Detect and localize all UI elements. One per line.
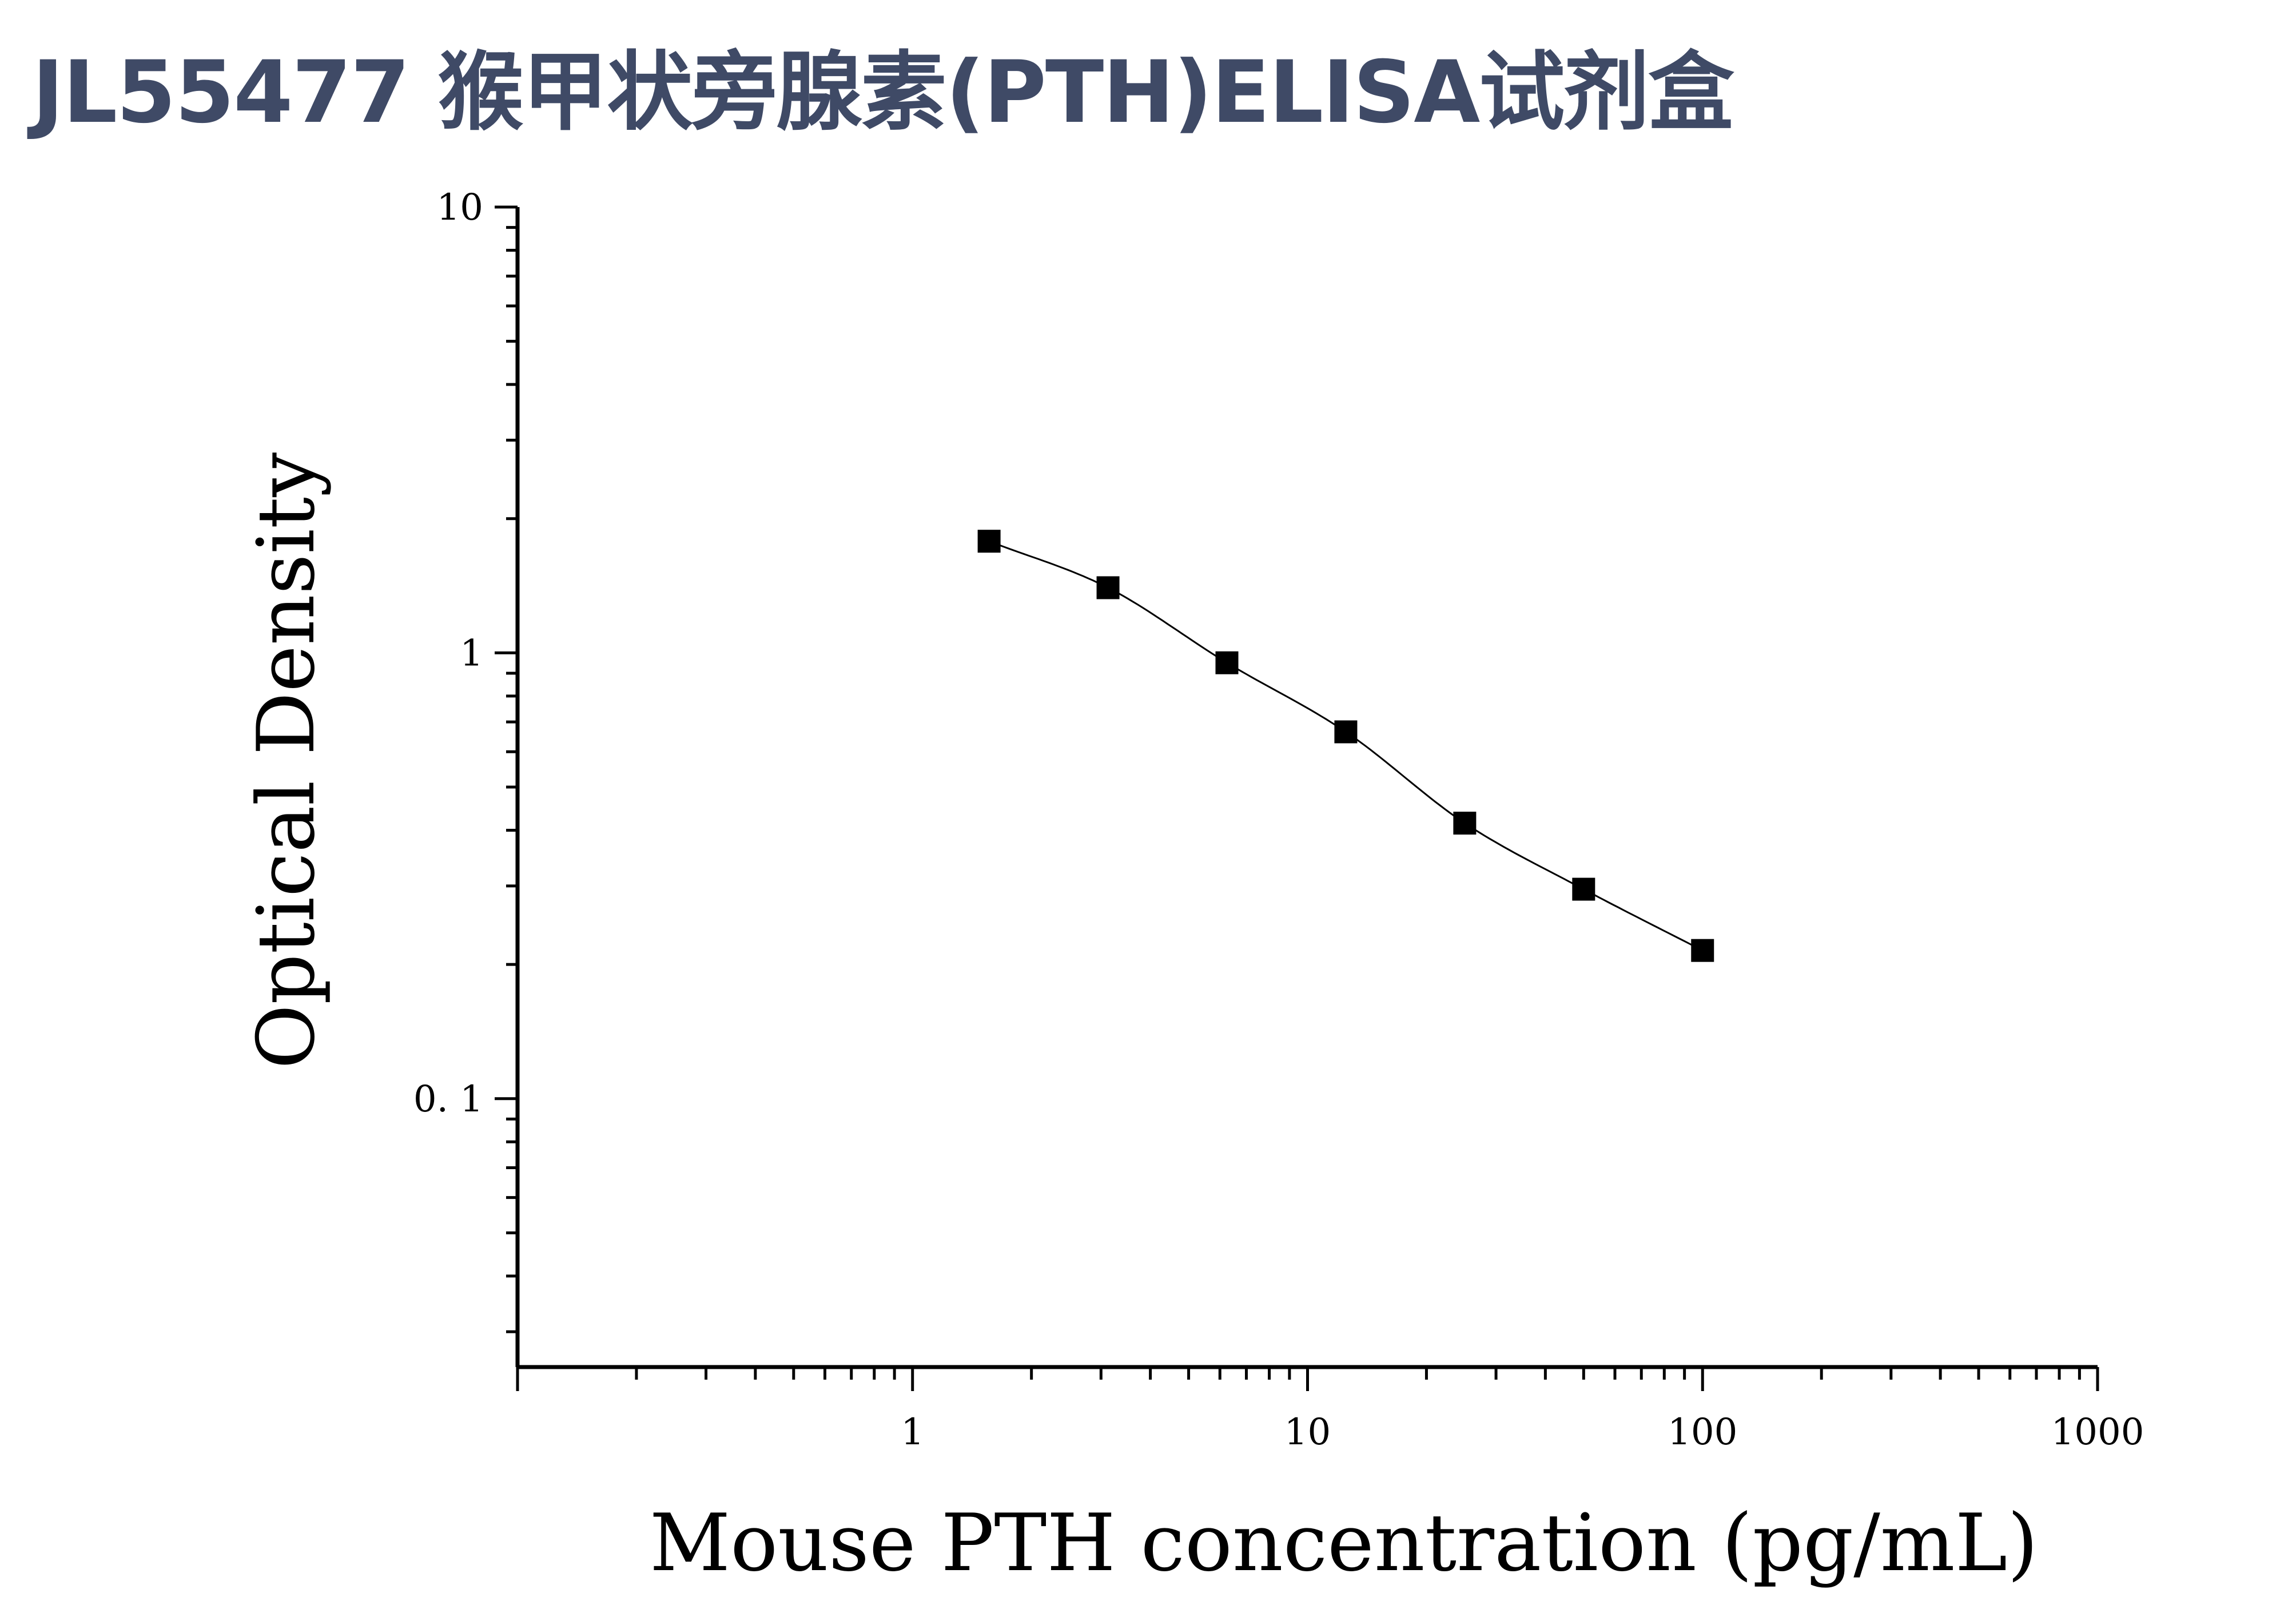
x-tick-label: 10	[1284, 1411, 1331, 1453]
data-point	[1453, 812, 1477, 835]
chart-curve-layer	[989, 540, 1703, 952]
y-tick-label: 1	[460, 632, 483, 674]
x-tick-label: 1	[901, 1411, 924, 1453]
chart-ticks	[495, 205, 2099, 1391]
data-point	[1572, 877, 1595, 901]
y-tick-label: 0. 1	[413, 1078, 483, 1121]
chart-tick-labels: 1 10 100 1000 0. 1 1 10	[413, 186, 2144, 1453]
data-point	[977, 530, 1001, 553]
data-point	[1334, 720, 1358, 744]
fit-curve	[989, 540, 1703, 952]
chart-points-layer	[977, 530, 1714, 962]
x-tick-label: 100	[1668, 1411, 1737, 1453]
y-axis-title: Optical Density	[240, 452, 332, 1069]
data-point	[1096, 576, 1120, 599]
y-tick-label: 10	[437, 186, 483, 229]
data-point	[1691, 939, 1714, 962]
x-tick-label: 1000	[2051, 1411, 2144, 1453]
chart-axes	[515, 207, 2098, 1369]
page-title: JL55477 猴甲状旁腺素(PTH)ELISA试剂盒	[32, 43, 1734, 142]
data-point	[1215, 651, 1239, 674]
x-axis-title: Mouse PTH concentration (pg/mL)	[650, 1497, 2038, 1589]
